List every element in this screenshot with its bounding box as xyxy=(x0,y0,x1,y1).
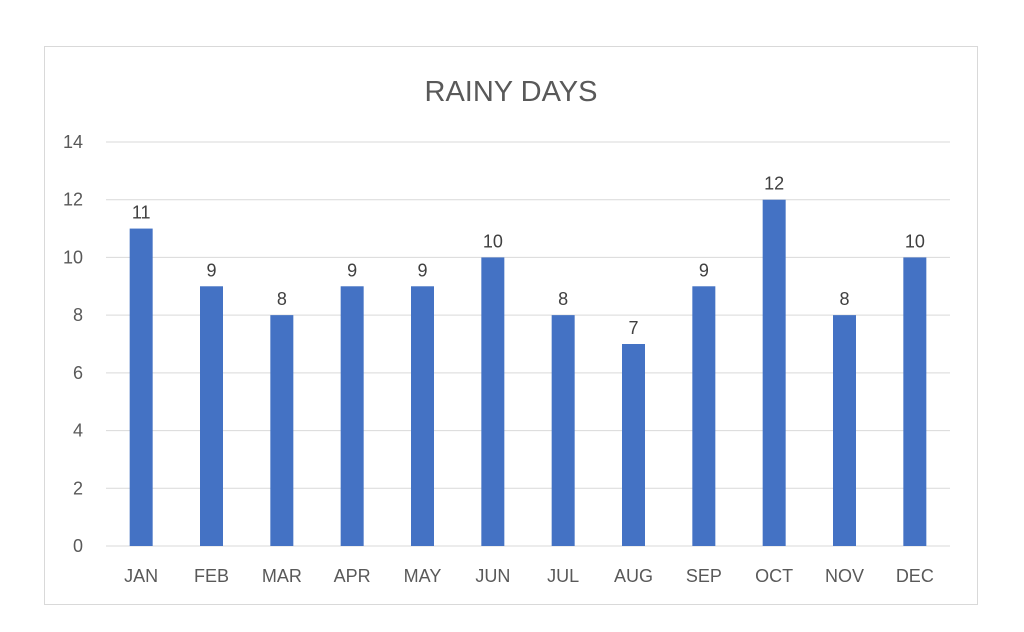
data-label-oct: 12 xyxy=(764,174,784,194)
x-tick-label-mar: MAR xyxy=(262,566,302,586)
x-tick-label-apr: APR xyxy=(334,566,371,586)
data-label-feb: 9 xyxy=(206,260,216,280)
bar-nov xyxy=(833,315,856,546)
bar-jun xyxy=(481,257,505,546)
y-tick-label: 0 xyxy=(73,536,83,556)
y-axis-ticks: 0 2 4 6 8 10 12 14 xyxy=(63,132,83,556)
data-label-dec: 10 xyxy=(905,231,925,251)
bar-mar xyxy=(270,315,294,546)
data-label-jul: 8 xyxy=(558,289,568,309)
bar-oct xyxy=(762,199,786,546)
bar-aug xyxy=(622,344,645,546)
x-tick-label-oct: OCT xyxy=(755,566,793,586)
y-tick-label: 4 xyxy=(73,421,83,441)
data-label-jan: 11 xyxy=(132,203,151,223)
bar-jul xyxy=(551,315,575,546)
bar-feb xyxy=(200,286,223,546)
gridlines xyxy=(106,141,950,547)
data-label-may: 9 xyxy=(417,260,427,280)
bar-dec xyxy=(903,257,927,546)
y-tick-label: 12 xyxy=(63,190,83,210)
x-tick-label-aug: AUG xyxy=(614,566,653,586)
x-tick-label-dec: DEC xyxy=(896,566,934,586)
data-label-nov: 8 xyxy=(839,289,849,309)
x-tick-label-jun: JUN xyxy=(475,566,510,586)
x-tick-label-sep: SEP xyxy=(686,566,722,586)
bar-sep xyxy=(692,286,716,546)
x-axis-ticks: JAN FEB MAR APR MAY JUN JUL AUG SEP OCT NOV DEC xyxy=(124,566,934,586)
bars xyxy=(129,199,927,547)
bar-apr xyxy=(340,286,364,546)
y-tick-label: 14 xyxy=(63,132,83,152)
data-label-apr: 9 xyxy=(347,260,357,280)
y-tick-label: 8 xyxy=(73,305,83,325)
y-tick-label: 10 xyxy=(63,247,83,267)
x-tick-label-jul: JUL xyxy=(547,566,579,586)
chart-title: RAINY DAYS xyxy=(425,76,598,108)
x-tick-label-may: MAY xyxy=(404,566,442,586)
x-tick-label-feb: FEB xyxy=(194,566,229,586)
bar-jan xyxy=(129,228,153,547)
data-label-sep: 9 xyxy=(699,260,709,280)
chart-frame xyxy=(44,46,978,605)
data-labels: 11 9 8 9 9 10 8 7 9 12 8 10 xyxy=(132,174,925,338)
x-tick-label-nov: NOV xyxy=(825,566,864,586)
data-label-jun: 10 xyxy=(483,231,503,251)
data-label-mar: 8 xyxy=(277,289,287,309)
x-tick-label-jan: JAN xyxy=(124,566,158,586)
data-label-aug: 7 xyxy=(628,318,638,338)
bar-may xyxy=(411,286,434,546)
y-tick-label: 6 xyxy=(73,363,83,383)
y-tick-label: 2 xyxy=(73,478,83,498)
